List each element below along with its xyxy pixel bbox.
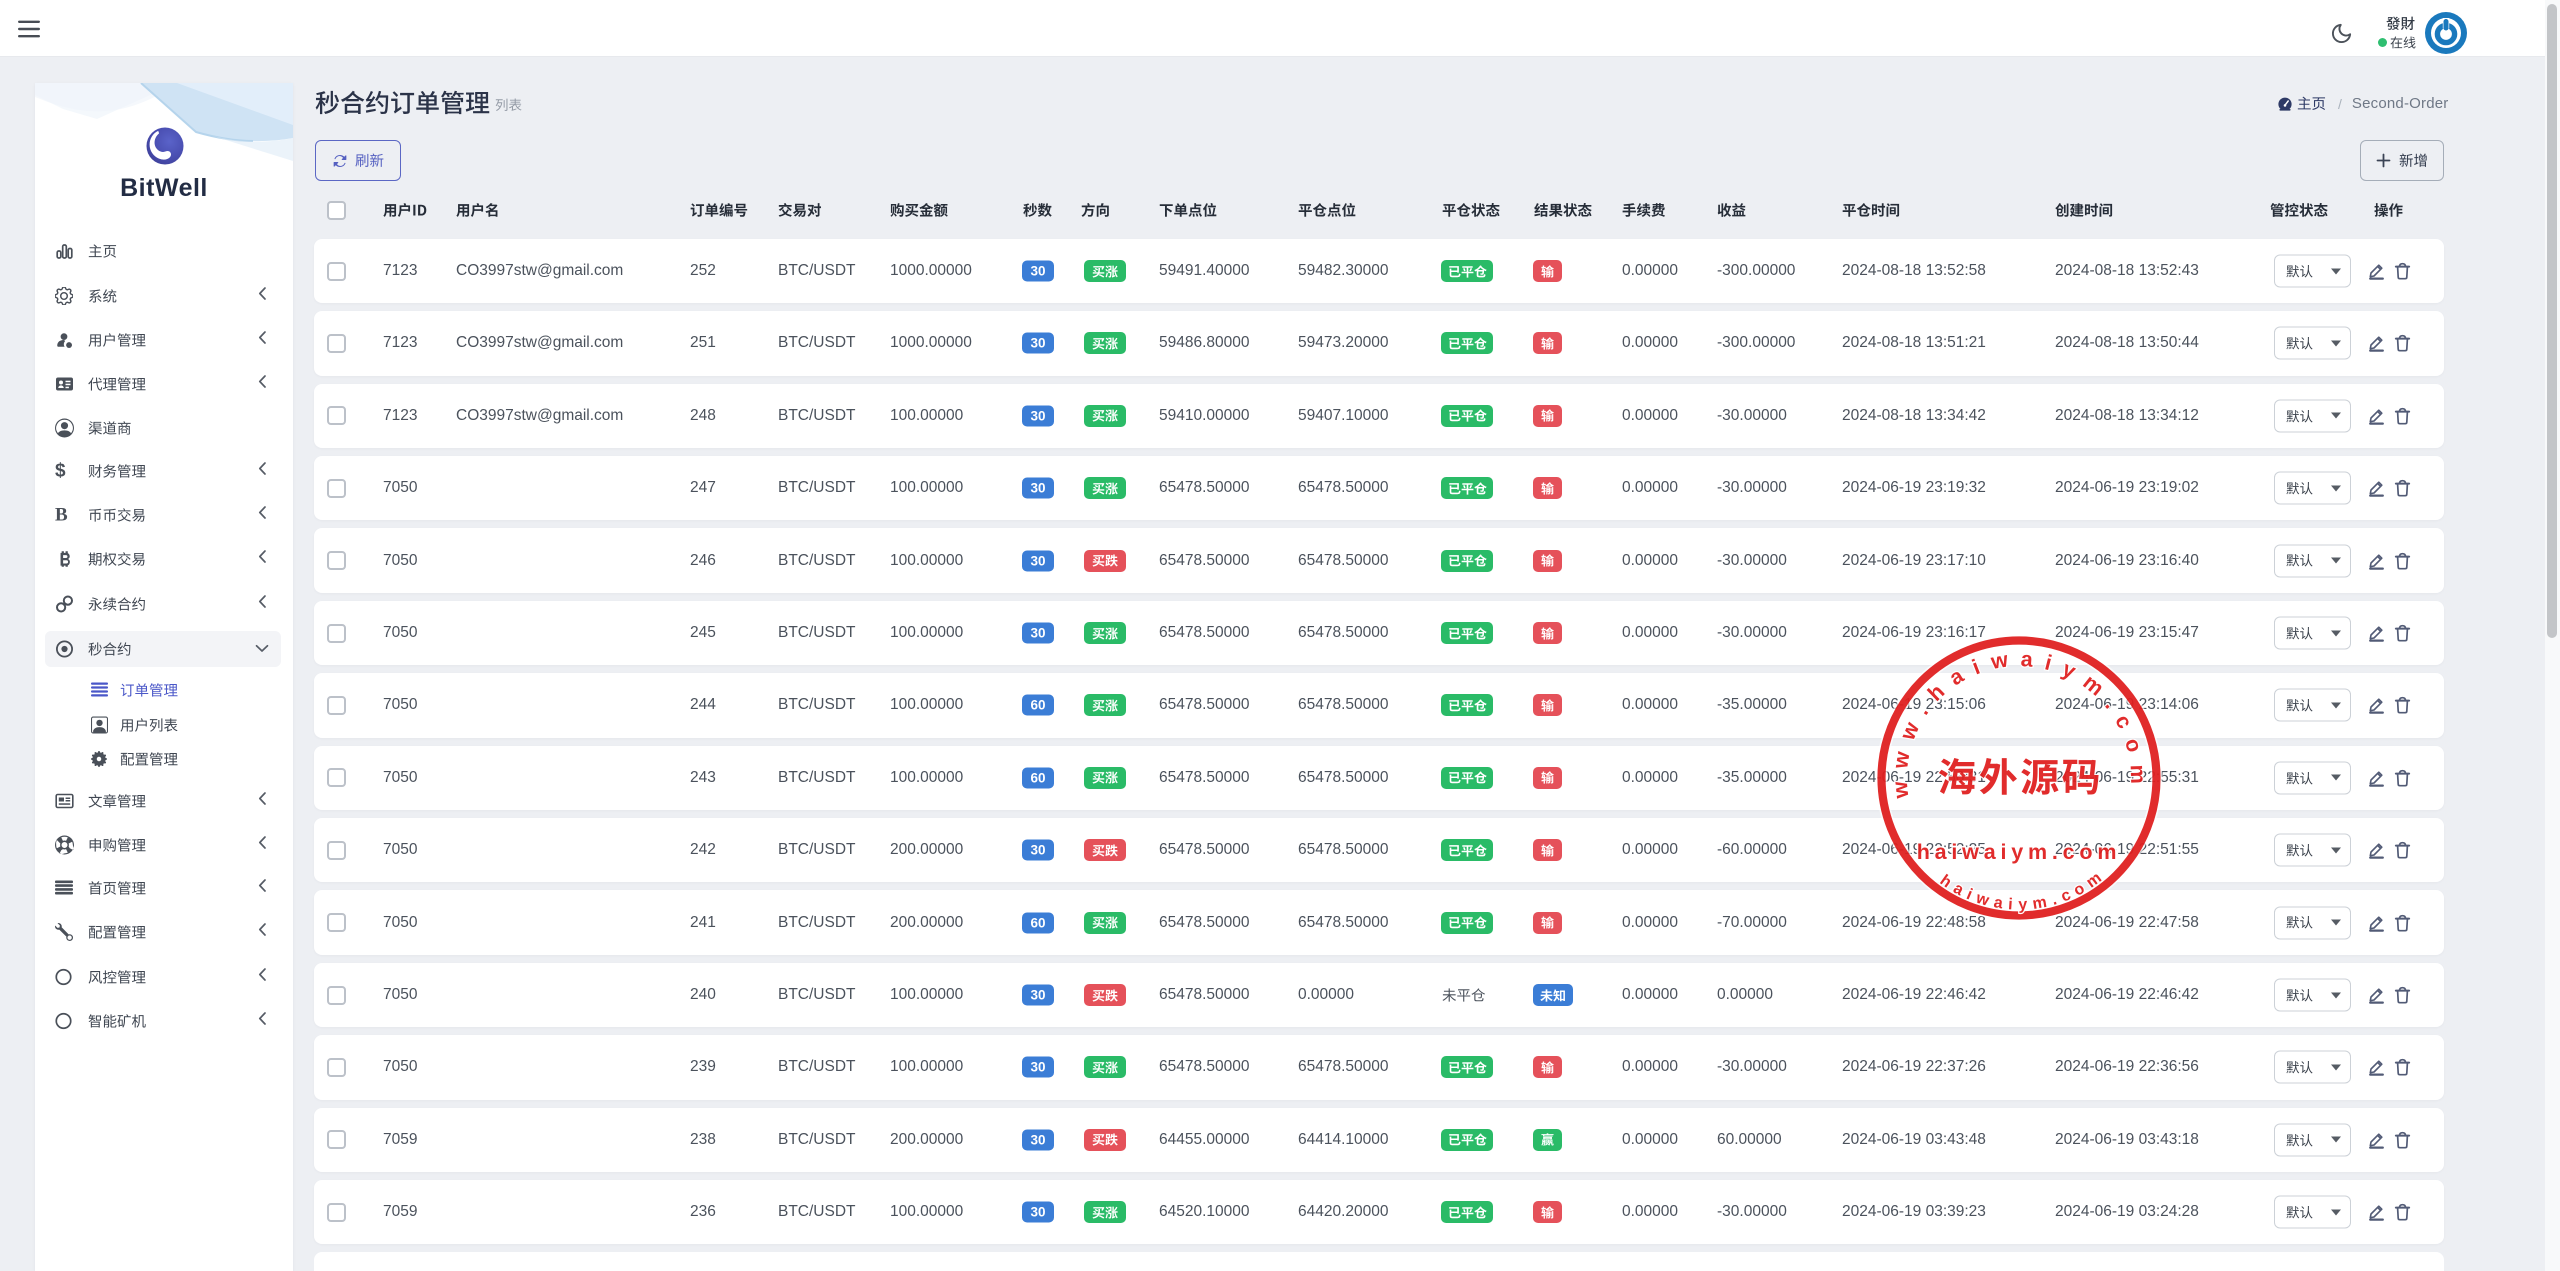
svg-text:haiwaiym.com: haiwaiym.com: [1917, 840, 2122, 864]
